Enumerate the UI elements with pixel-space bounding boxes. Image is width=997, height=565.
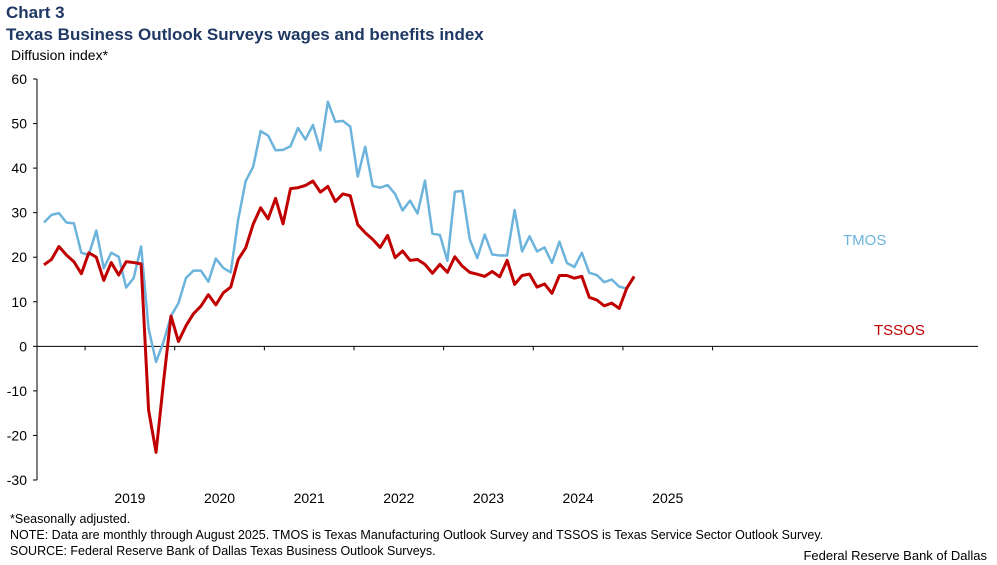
x-tick-label: 2022 [383, 490, 414, 506]
series-line-tssos [43, 179, 636, 454]
footnote: *Seasonally adjusted. [10, 512, 131, 526]
y-tick-label: -10 [7, 383, 27, 399]
x-tick-label: 2023 [473, 490, 504, 506]
y-axis-unit-label: Diffusion index* [11, 47, 109, 63]
annotation-layer: TMOS TSSOS [843, 232, 925, 339]
series-line-tmos [43, 100, 636, 364]
y-tick-label: -30 [7, 472, 27, 488]
y-tick-label: 10 [11, 294, 27, 310]
y-tick-label: 50 [11, 116, 27, 132]
x-tick-label: 2020 [204, 490, 235, 506]
source: SOURCE: Federal Reserve Bank of Dallas T… [10, 544, 436, 558]
y-axis: -30 -20 -10 0 10 20 30 40 50 60 [7, 71, 38, 488]
x-tick-label: 2025 [652, 490, 683, 506]
y-tick-label: 0 [19, 338, 27, 354]
series-layer [43, 100, 636, 454]
series-label-tmos: TMOS [843, 232, 886, 249]
chart-number: Chart 3 [6, 3, 65, 22]
x-axis: 2019 2020 2021 2022 2023 2024 2025 [37, 345, 978, 506]
x-tick-label: 2021 [294, 490, 325, 506]
series-label-tssos: TSSOS [874, 322, 925, 339]
y-tick-label: -20 [7, 427, 27, 443]
credit-line: Federal Reserve Bank of Dallas [803, 548, 987, 563]
chart-title: Texas Business Outlook Surveys wages and… [6, 25, 484, 44]
x-tick-label: 2024 [563, 490, 594, 506]
y-tick-label: 60 [11, 71, 27, 87]
y-tick-label: 40 [11, 160, 27, 176]
note: NOTE: Data are monthly through August 20… [10, 528, 824, 542]
y-tick-label: 30 [11, 205, 27, 221]
x-tick-label: 2019 [114, 490, 145, 506]
y-tick-label: 20 [11, 249, 27, 265]
